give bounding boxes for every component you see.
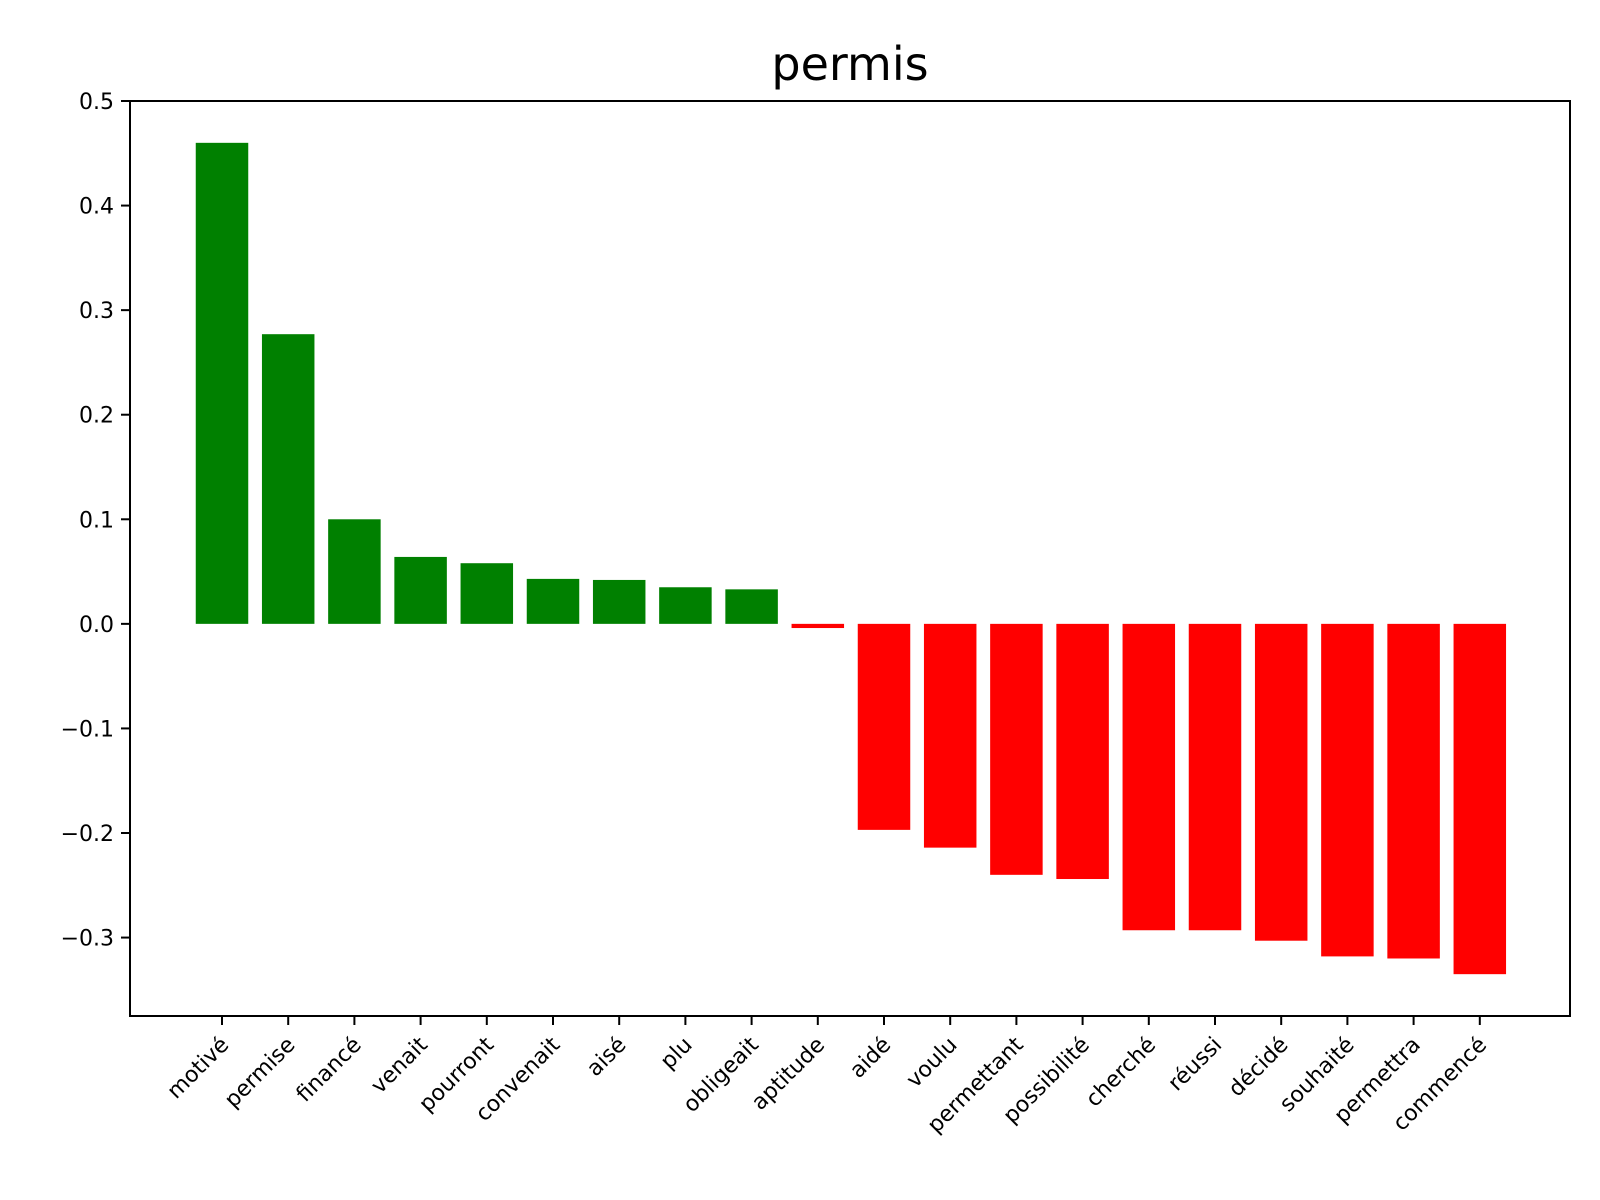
x-tick-label: venait: [367, 1032, 434, 1099]
x-tick-label: cherché: [1081, 1033, 1161, 1113]
x-tick-label: voulu: [902, 1033, 962, 1093]
x-tick-label: aidé: [845, 1033, 896, 1084]
bar-8: [659, 587, 712, 624]
bar-16: [1188, 623, 1242, 931]
bar-19: [1387, 623, 1440, 959]
y-tick-label: 0.4: [79, 195, 114, 220]
y-tick-label: −0.1: [61, 717, 114, 742]
y-tick-label: 0.2: [79, 404, 114, 429]
y-tick-label: −0.3: [61, 927, 114, 952]
bar-18: [1321, 623, 1374, 957]
bar-13: [990, 623, 1043, 875]
bars-group: [195, 142, 1507, 975]
bar-14: [1056, 623, 1109, 880]
bar-11: [857, 623, 911, 830]
x-tick-label: financé: [292, 1033, 367, 1108]
bar-2: [261, 334, 315, 624]
x-tick-label: permise: [220, 1033, 300, 1113]
bar-4: [394, 556, 447, 624]
x-tick-label: aisé: [582, 1033, 631, 1082]
bar-7: [592, 579, 646, 624]
y-tick-label: 0.5: [79, 90, 114, 115]
bar-20: [1453, 623, 1507, 975]
bar-10: [791, 623, 845, 629]
y-tick-label: 0.0: [79, 613, 114, 638]
bar-12: [923, 623, 977, 848]
x-tick-label: aptitude: [747, 1033, 830, 1116]
y-tick-label: −0.2: [61, 822, 114, 847]
bar-5: [460, 563, 514, 624]
chart-title: permis: [771, 37, 928, 91]
plot-frame: [129, 100, 1571, 1017]
bar-6: [526, 578, 580, 624]
bar-15: [1122, 623, 1176, 931]
x-tick-label: réussi: [1164, 1033, 1228, 1097]
y-tick-label: 0.1: [79, 508, 114, 533]
bar-3: [328, 519, 381, 624]
bar-9: [725, 589, 778, 624]
bar-1: [195, 142, 249, 624]
bar-17: [1254, 623, 1308, 941]
x-tick-label: plu: [656, 1033, 698, 1075]
y-tick-label: 0.3: [79, 299, 114, 324]
y-axis: 0.5 0.4 0.3 0.2 0.1 0.0 −0.1 −0.2 −0.3: [61, 90, 130, 952]
